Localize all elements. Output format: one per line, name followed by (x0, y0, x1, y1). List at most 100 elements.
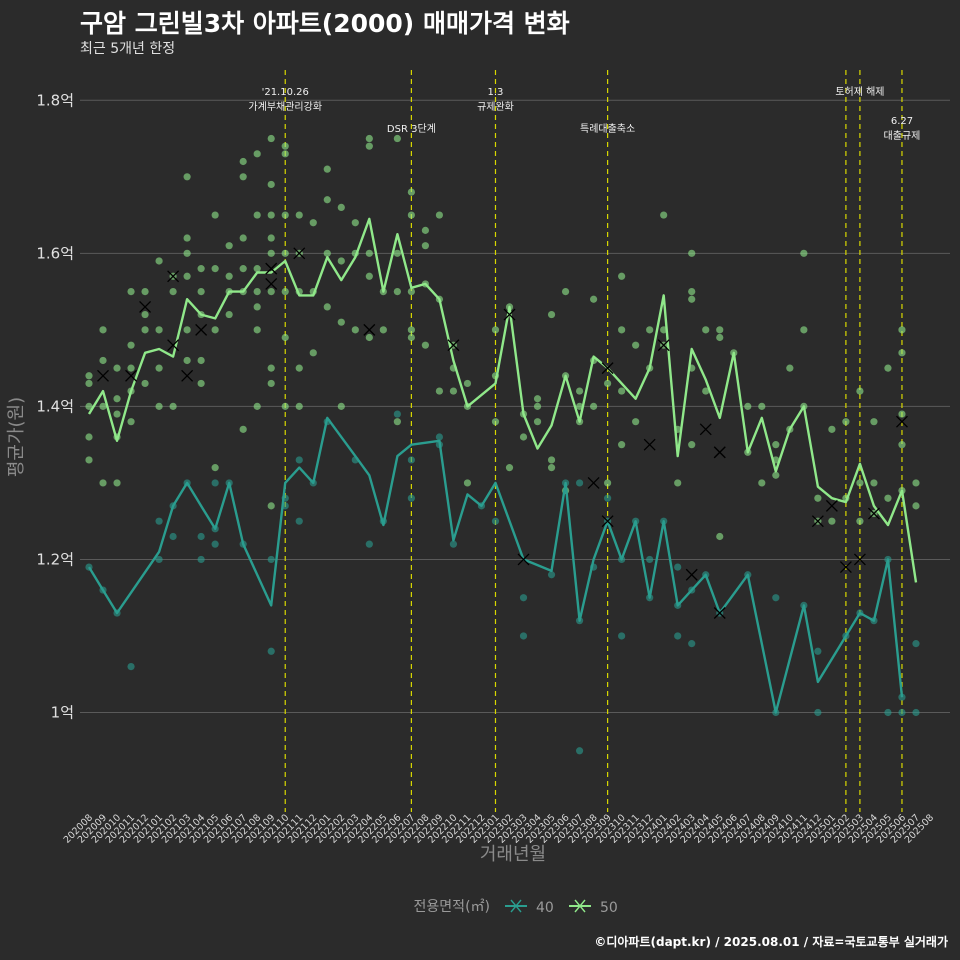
y-tick-label: 1.8억 (36, 91, 74, 109)
x-marker-40 (685, 568, 698, 581)
x-marker-50 (643, 438, 656, 451)
x-marker-50 (181, 369, 194, 382)
data-point-50 (183, 272, 191, 280)
data-point-40 (491, 517, 500, 525)
legend-label-50: 50 (600, 900, 618, 916)
data-point-50 (604, 479, 612, 487)
event-annotation: 대출규제 (884, 130, 921, 142)
data-point-50 (337, 257, 345, 265)
data-point-50 (337, 318, 345, 326)
data-point-50 (646, 326, 654, 334)
data-point-40 (772, 594, 780, 602)
data-point-50 (421, 242, 429, 250)
data-point-50 (239, 157, 247, 166)
data-point-50 (618, 326, 626, 334)
x-marker-50 (97, 369, 109, 382)
data-point-50 (407, 211, 415, 219)
data-point-50 (463, 479, 472, 487)
data-point-40 (618, 632, 626, 640)
data-point-50 (253, 265, 261, 273)
x-marker-50 (601, 362, 614, 375)
data-point-40 (407, 456, 415, 464)
data-point-40 (604, 494, 612, 502)
data-point-50 (183, 234, 191, 242)
data-point-50 (758, 479, 766, 487)
data-point-50 (772, 471, 780, 479)
data-point-50 (590, 295, 598, 303)
data-point-40 (211, 479, 219, 487)
data-point-50 (856, 479, 864, 487)
data-point-50 (197, 265, 205, 273)
data-point-50 (800, 326, 808, 334)
data-point-40 (575, 479, 584, 487)
data-point-50 (127, 364, 135, 372)
data-point-50 (856, 517, 864, 525)
data-point-50 (127, 418, 135, 426)
data-point-50 (618, 387, 626, 395)
data-point-50 (772, 441, 780, 449)
data-point-50 (99, 479, 107, 487)
data-point-50 (253, 211, 261, 219)
data-point-50 (183, 356, 191, 365)
data-point-40 (519, 632, 528, 640)
data-point-50 (85, 402, 93, 410)
data-point-50 (533, 395, 542, 403)
data-point-50 (702, 326, 710, 334)
data-point-50 (407, 333, 415, 342)
data-point-50 (169, 402, 177, 410)
series-lines-layer (87, 217, 918, 714)
data-point-50 (155, 257, 163, 265)
data-point-50 (197, 287, 205, 296)
data-point-50 (786, 364, 794, 372)
data-point-50 (435, 211, 444, 219)
data-point-40 (295, 456, 303, 464)
event-annotation: 6.27 (891, 116, 913, 127)
data-point-50 (337, 203, 345, 212)
chart-title: 구암 그린빌3차 아파트(2000) 매매가격 변화 (80, 9, 570, 38)
data-point-50 (463, 379, 472, 388)
data-point-40 (898, 708, 906, 717)
data-point-50 (898, 410, 906, 418)
data-point-50 (393, 134, 401, 143)
data-point-40 (197, 532, 205, 541)
data-point-50 (561, 287, 570, 296)
data-point-50 (141, 310, 149, 319)
data-point-50 (295, 364, 303, 372)
data-point-40 (197, 555, 205, 564)
data-point-50 (99, 402, 107, 410)
data-point-50 (281, 211, 289, 219)
data-point-40 (155, 517, 163, 525)
data-point-50 (295, 211, 303, 219)
data-point-50 (211, 211, 219, 219)
x-marker-50 (139, 300, 152, 313)
data-point-40 (898, 693, 906, 701)
data-point-50 (267, 364, 275, 372)
x-marker-50 (587, 476, 600, 489)
data-point-50 (211, 265, 219, 273)
x-marker-50 (839, 561, 852, 574)
event-annotation: DSR 3단계 (387, 123, 436, 135)
data-point-50 (113, 479, 121, 487)
data-point-50 (253, 303, 261, 311)
data-point-50 (716, 532, 724, 541)
x-marker-50 (125, 369, 138, 382)
data-point-50 (547, 310, 556, 319)
data-point-50 (225, 272, 233, 280)
data-point-50 (141, 326, 149, 334)
data-point-40 (912, 640, 920, 648)
data-point-50 (604, 379, 612, 388)
x-marker-50 (811, 515, 824, 528)
x-marker-50 (195, 323, 208, 336)
data-point-40 (814, 647, 822, 655)
data-point-50 (127, 341, 135, 349)
x-marker-50 (265, 277, 278, 290)
data-point-50 (407, 287, 415, 296)
data-point-50 (365, 272, 373, 280)
data-point-50 (183, 326, 191, 334)
legend-label-40: 40 (536, 900, 554, 916)
data-point-50 (421, 341, 429, 349)
data-point-50 (898, 326, 906, 334)
data-point-50 (267, 134, 275, 143)
x-marker-50 (825, 499, 838, 512)
